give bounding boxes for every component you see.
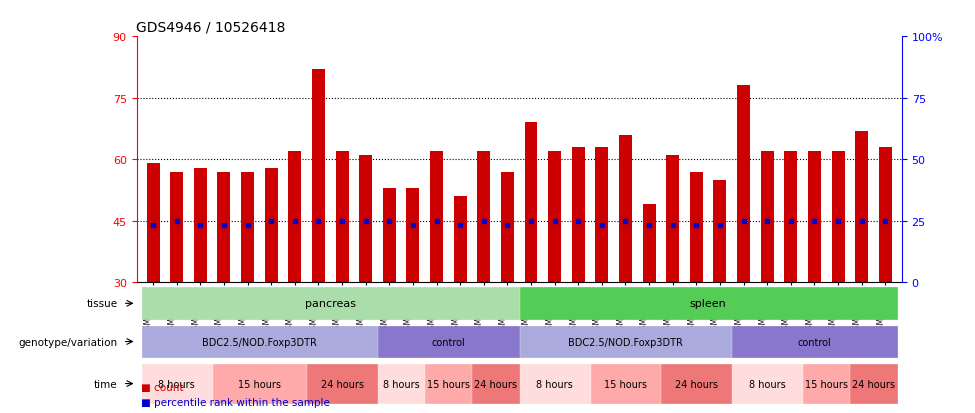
- Text: 15 hours: 15 hours: [427, 379, 470, 389]
- Bar: [141, 364, 212, 403]
- Bar: [878, 148, 892, 283]
- Text: GDS4946 / 10526418: GDS4946 / 10526418: [136, 21, 286, 35]
- Bar: [359, 156, 372, 283]
- Bar: [146, 164, 160, 283]
- Text: genotype/variation: genotype/variation: [19, 337, 117, 347]
- Bar: [264, 168, 278, 283]
- Bar: [383, 189, 396, 283]
- Bar: [732, 326, 897, 358]
- Text: 8 hours: 8 hours: [749, 379, 786, 389]
- Text: 8 hours: 8 hours: [536, 379, 573, 389]
- Bar: [714, 180, 726, 283]
- Text: 8 hours: 8 hours: [383, 379, 419, 389]
- Bar: [473, 364, 519, 403]
- Bar: [241, 172, 254, 283]
- Text: 15 hours: 15 hours: [804, 379, 848, 389]
- Text: 15 hours: 15 hours: [238, 379, 281, 389]
- Bar: [307, 364, 377, 403]
- Bar: [520, 326, 731, 358]
- Bar: [732, 364, 802, 403]
- Bar: [619, 135, 632, 283]
- Bar: [643, 205, 655, 283]
- Text: time: time: [94, 379, 117, 389]
- Bar: [855, 131, 868, 283]
- Bar: [430, 152, 443, 283]
- Bar: [666, 156, 680, 283]
- Bar: [596, 148, 608, 283]
- Bar: [378, 364, 424, 403]
- Text: ■ percentile rank within the sample: ■ percentile rank within the sample: [141, 397, 331, 407]
- Bar: [548, 152, 562, 283]
- Bar: [850, 364, 897, 403]
- Bar: [141, 288, 519, 320]
- Bar: [407, 189, 419, 283]
- Text: spleen: spleen: [689, 299, 726, 309]
- Text: 24 hours: 24 hours: [675, 379, 718, 389]
- Text: BDC2.5/NOD.Foxp3DTR: BDC2.5/NOD.Foxp3DTR: [568, 337, 682, 347]
- Bar: [453, 197, 467, 283]
- Bar: [591, 364, 660, 403]
- Bar: [737, 86, 750, 283]
- Bar: [289, 152, 301, 283]
- Text: ■ count: ■ count: [141, 382, 184, 392]
- Bar: [217, 172, 230, 283]
- Bar: [520, 364, 590, 403]
- Bar: [312, 70, 325, 283]
- Text: 24 hours: 24 hours: [852, 379, 895, 389]
- Bar: [213, 364, 306, 403]
- Text: BDC2.5/NOD.Foxp3DTR: BDC2.5/NOD.Foxp3DTR: [202, 337, 317, 347]
- Bar: [661, 364, 731, 403]
- Text: 24 hours: 24 hours: [474, 379, 517, 389]
- Bar: [477, 152, 490, 283]
- Bar: [171, 172, 183, 283]
- Bar: [808, 152, 821, 283]
- Bar: [501, 172, 514, 283]
- Bar: [784, 152, 798, 283]
- Bar: [525, 123, 537, 283]
- Bar: [690, 172, 703, 283]
- Text: 15 hours: 15 hours: [604, 379, 647, 389]
- Bar: [571, 148, 585, 283]
- Bar: [832, 152, 844, 283]
- Bar: [520, 288, 897, 320]
- Bar: [194, 168, 207, 283]
- Text: control: control: [432, 337, 465, 347]
- Bar: [141, 326, 377, 358]
- Bar: [335, 152, 348, 283]
- Text: control: control: [798, 337, 832, 347]
- Bar: [425, 364, 472, 403]
- Bar: [803, 364, 849, 403]
- Text: tissue: tissue: [86, 299, 117, 309]
- Text: pancreas: pancreas: [305, 299, 356, 309]
- Text: 8 hours: 8 hours: [158, 379, 195, 389]
- Bar: [378, 326, 519, 358]
- Bar: [760, 152, 774, 283]
- Text: 24 hours: 24 hours: [321, 379, 364, 389]
